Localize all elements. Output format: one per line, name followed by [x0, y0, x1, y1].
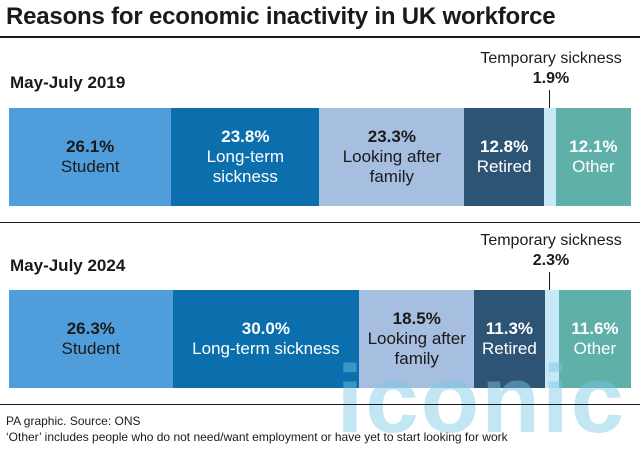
- segment-category-label: Other: [573, 339, 617, 358]
- segment-category-label: Looking after family: [367, 329, 466, 368]
- top-rule: [0, 36, 640, 38]
- bar-segment: 26.1% Student: [9, 108, 172, 206]
- period-label-2019: May-July 2019: [10, 73, 126, 92]
- segment-category-label: Long-term sickness: [192, 339, 340, 358]
- segment-value-label: 26.1%: [66, 137, 115, 156]
- callout-value: 1.9%: [532, 70, 570, 87]
- other-footnote: ‘Other’ includes people who do not need/…: [6, 430, 508, 444]
- callout-label: Temporary sickness: [480, 50, 622, 67]
- segment-value-label: 26.3%: [66, 319, 115, 338]
- stacked-bar-2024: 26.3% Student 30.0% Long-term sickness 18.5%…: [9, 290, 631, 388]
- segment-value-label: 23.3%: [367, 127, 416, 146]
- segment-category-label: Looking after family: [342, 147, 441, 186]
- bottom-rule: [0, 404, 640, 405]
- bar-segment: 12.1% Other: [555, 108, 631, 206]
- bar-segment: [544, 290, 559, 388]
- callout-label: Temporary sickness: [480, 232, 622, 249]
- watermark-logo: iconic: [336, 346, 626, 453]
- bar-segment: 23.8% Long-term sickness: [171, 108, 320, 206]
- stacked-bar-2019: 26.1% Student 23.8% Long-term sickness 23.3%…: [9, 108, 631, 206]
- callout-leader-2024: [549, 272, 550, 290]
- segment-value-label: 11.3%: [485, 319, 534, 338]
- source-note: PA graphic. Source: ONS: [6, 414, 141, 428]
- bar-segment: 11.6% Other: [558, 290, 631, 388]
- segment-value-label: 23.8%: [221, 127, 270, 146]
- segment-value-label: 12.8%: [480, 137, 529, 156]
- bar-segment: 18.5% Looking after family: [359, 290, 475, 388]
- temporary-sickness-callout-2019: Temporary sickness 1.9%: [466, 49, 636, 89]
- segment-value-label: 18.5%: [392, 309, 441, 328]
- bar-segment: [543, 108, 556, 206]
- segment-value-label: 11.6%: [571, 319, 619, 338]
- bar-segment: 12.8% Retired: [464, 108, 544, 206]
- chart-title: Reasons for economic inactivity in UK wo…: [6, 3, 556, 30]
- middle-rule: [0, 222, 640, 223]
- segment-value-label: 30.0%: [241, 319, 290, 338]
- bar-segment: 30.0% Long-term sickness: [172, 290, 360, 388]
- bar-segment: 26.3% Student: [9, 290, 173, 388]
- bar-segment: 23.3% Looking after family: [319, 108, 465, 206]
- segment-category-label: Student: [60, 157, 120, 176]
- segment-category-label: Retired: [476, 157, 532, 176]
- segment-category-label: Long-term sickness: [206, 147, 285, 186]
- bar-segment: 11.3% Retired: [474, 290, 545, 388]
- segment-category-label: Retired: [481, 339, 537, 358]
- segment-category-label: Other: [572, 157, 615, 176]
- segment-category-label: Student: [61, 339, 121, 358]
- period-label-2024: May-July 2024: [10, 256, 126, 275]
- temporary-sickness-callout-2024: Temporary sickness 2.3%: [466, 231, 636, 271]
- segment-value-label: 12.1%: [569, 137, 618, 156]
- callout-value: 2.3%: [532, 252, 570, 269]
- callout-leader-2019: [549, 90, 550, 108]
